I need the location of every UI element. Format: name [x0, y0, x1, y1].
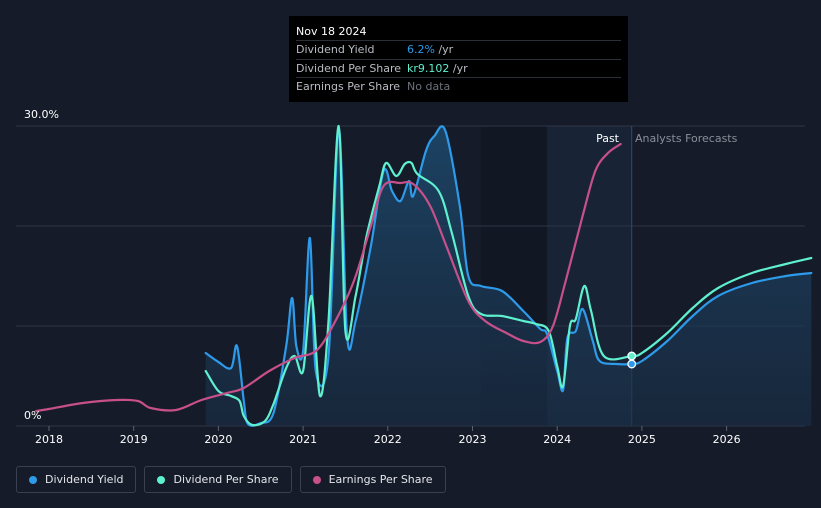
x-tick-label: 2023 — [459, 433, 487, 446]
x-tick-label: 2024 — [543, 433, 571, 446]
legend-label: Dividend Per Share — [173, 473, 279, 486]
x-tick-label: 2020 — [204, 433, 232, 446]
dividend-yield-marker — [627, 359, 637, 369]
x-tick-label: 2021 — [289, 433, 317, 446]
tooltip-row-dividend-yield: Dividend Yield 6.2% /yr — [296, 40, 621, 59]
tooltip-value: 6.2% — [407, 43, 435, 56]
y-tick-label: 30.0% — [24, 108, 59, 121]
x-tick-label: 2026 — [713, 433, 741, 446]
tooltip-date: Nov 18 2024 — [296, 25, 367, 38]
x-tick-label: 2018 — [35, 433, 63, 446]
legend-earnings-per-share[interactable]: Earnings Per Share — [299, 466, 446, 493]
tooltip-row-dividend-per-share: Dividend Per Share kr9.102 /yr — [296, 58, 621, 78]
y-tick-label: 0% — [24, 409, 41, 422]
tooltip-unit: /yr — [452, 61, 468, 75]
forecast-label: Analysts Forecasts — [635, 132, 738, 145]
earnings-per-share-line — [35, 142, 622, 413]
dividend-yield-line — [204, 125, 813, 427]
legend-label: Dividend Yield — [45, 473, 124, 486]
tooltip-value: No data — [407, 80, 451, 93]
tooltip-label: Dividend Yield — [296, 43, 375, 56]
tooltip-label: Dividend Per Share — [296, 61, 402, 75]
x-tick-label: 2025 — [628, 433, 656, 446]
legend: Dividend Yield Dividend Per Share Earnin… — [16, 466, 446, 493]
tooltip-unit: /yr — [438, 43, 454, 56]
legend-dividend-per-share[interactable]: Dividend Per Share — [144, 466, 292, 493]
legend-dot-icon — [157, 475, 166, 484]
tooltip-label: Earnings Per Share — [296, 80, 401, 93]
legend-dividend-yield[interactable]: Dividend Yield — [16, 466, 137, 493]
x-tick-label: 2022 — [374, 433, 402, 446]
legend-dot-icon — [312, 475, 321, 484]
legend-label: Earnings Per Share — [328, 473, 433, 486]
x-tick-label: 2019 — [120, 433, 148, 446]
past-label: Past — [596, 132, 620, 145]
tooltip-row-earnings-per-share: Earnings Per Share No data — [296, 77, 621, 96]
tooltip: Nov 18 2024 Dividend Yield 6.2% /yr Divi… — [289, 16, 628, 102]
legend-dot-icon — [29, 475, 37, 484]
dividend-yield-area — [205, 126, 812, 426]
dividend-per-share-marker — [627, 351, 637, 361]
tooltip-value: kr9.102 — [407, 61, 450, 75]
dividend-per-share-line — [204, 124, 813, 427]
